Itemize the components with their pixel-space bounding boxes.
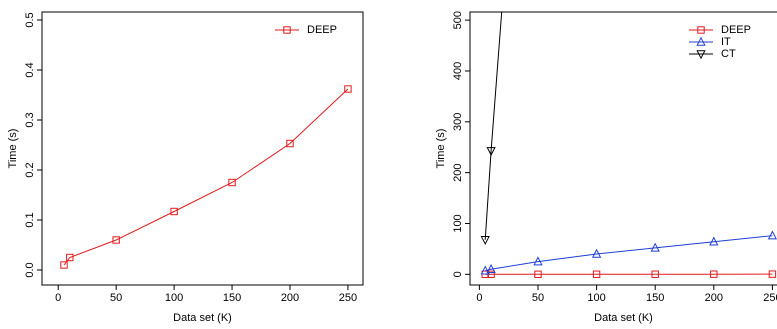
y-tick-label: 0.2 (24, 162, 36, 177)
chart: 0 50 100 150 200 250 0.0 0.1 0.2 0.3 0.4 0.5 Data se… (7, 11, 364, 324)
y-tick-label: 500 (452, 11, 464, 29)
marker (697, 26, 705, 34)
y-tick-label: 0.1 (24, 212, 36, 227)
marker (768, 270, 777, 278)
x-tick-label: 0 (55, 292, 61, 304)
marker (286, 139, 294, 148)
y-tick-label: 0.4 (24, 62, 36, 77)
y-axis-label: Time (s) (435, 129, 447, 169)
chart: 0 50 100 150 200 250 0 100 200 300 400 500 Data set … (435, 11, 777, 324)
y-tick-label: 0.3 (24, 112, 36, 127)
series-line (484, 12, 503, 240)
y-tick-label: 200 (452, 163, 464, 181)
plot-area (60, 85, 352, 269)
y-axis-label: Time (s) (7, 129, 19, 169)
marker (112, 236, 120, 244)
marker (592, 270, 601, 278)
legend-label: DEEP (721, 24, 751, 36)
x-tick-label: 250 (763, 292, 777, 304)
y-tick-label: 300 (452, 113, 464, 131)
marker (170, 207, 178, 216)
marker (709, 236, 719, 246)
y-tick-label: 0.0 (24, 262, 36, 277)
plot-frame (469, 11, 777, 286)
marker (710, 270, 718, 278)
marker (60, 261, 68, 269)
x-tick-label: 150 (223, 292, 241, 304)
marker (480, 265, 490, 275)
marker (650, 242, 660, 252)
y-tick-label: 0 (452, 271, 464, 277)
marker (696, 50, 706, 60)
plot-frame (41, 11, 364, 286)
x-tick-label: 100 (165, 292, 183, 304)
x-tick-label: 50 (110, 292, 122, 304)
legend-label: IT (721, 36, 731, 48)
marker (344, 85, 352, 93)
x-tick-label: 50 (532, 292, 544, 304)
marker (486, 147, 496, 157)
marker (767, 230, 777, 240)
x-tick-label: 200 (281, 292, 299, 304)
x-tick-label: 100 (587, 292, 605, 304)
x-tick-label: 0 (476, 292, 482, 304)
marker (591, 248, 602, 258)
series-line (485, 235, 773, 272)
marker (696, 36, 706, 46)
y-tick-label: 400 (452, 62, 464, 80)
legend-label: DEEP (307, 24, 337, 36)
y-tick-label: 0.5 (24, 12, 36, 27)
marker (480, 236, 490, 246)
x-axis-label: Data set (K) (173, 312, 232, 324)
marker (66, 253, 74, 262)
marker (534, 270, 542, 278)
x-tick-label: 200 (705, 292, 723, 304)
marker (283, 26, 291, 34)
x-tick-label: 150 (646, 292, 664, 304)
marker (533, 256, 543, 266)
plot-area (480, 12, 777, 279)
marker (228, 178, 236, 187)
x-tick-label: 250 (339, 292, 357, 304)
series-line (63, 88, 349, 266)
marker (651, 270, 659, 278)
x-axis-label: Data set (K) (594, 312, 653, 324)
y-tick-label: 100 (452, 214, 464, 232)
marker (486, 263, 496, 273)
legend-label: CT (721, 48, 736, 60)
